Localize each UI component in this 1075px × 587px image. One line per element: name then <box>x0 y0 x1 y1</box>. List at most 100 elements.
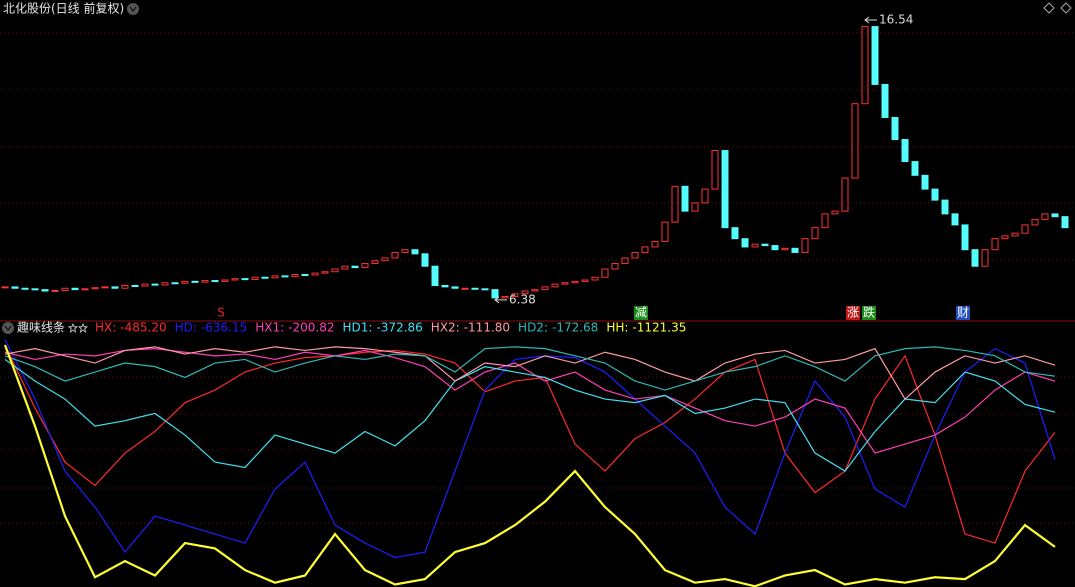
candle <box>461 287 469 290</box>
event-label: 跌 <box>863 305 875 320</box>
legend-value: -172.68 <box>552 321 598 335</box>
candle <box>961 224 969 251</box>
candle <box>221 279 229 282</box>
candle <box>901 139 909 163</box>
candle <box>231 278 239 281</box>
candle <box>331 268 339 273</box>
candle <box>181 280 189 284</box>
candle <box>881 83 889 118</box>
chart-title: 北化股份(日线 前复权) <box>3 1 124 16</box>
candle <box>531 289 539 292</box>
candle <box>191 280 199 283</box>
event-label: S <box>217 306 225 320</box>
candle <box>891 116 899 141</box>
candle <box>251 276 259 280</box>
star <box>67 322 79 334</box>
candle <box>1021 224 1029 234</box>
candle <box>1061 216 1069 229</box>
candle <box>431 265 439 286</box>
candle <box>571 280 579 284</box>
event-badge <box>846 306 860 320</box>
star <box>77 322 89 334</box>
candle <box>641 246 649 253</box>
legend-value: -636.15 <box>201 321 247 335</box>
candle <box>551 283 559 288</box>
candle <box>811 227 819 240</box>
event-label: 涨 <box>847 305 859 320</box>
indicator-line <box>3 344 1056 587</box>
candle <box>631 251 639 259</box>
legend-name: HD1: <box>343 321 373 335</box>
candle <box>1041 213 1049 220</box>
event-label: 减 <box>635 306 647 320</box>
candle <box>491 289 499 299</box>
candle <box>111 286 119 289</box>
legend-value: -111.80 <box>464 321 510 335</box>
candle <box>51 289 59 292</box>
candle <box>821 213 829 229</box>
candle <box>161 282 169 286</box>
candle <box>101 286 109 289</box>
candle <box>481 288 489 291</box>
diamond-button[interactable] <box>1060 2 1072 14</box>
stars <box>67 322 89 334</box>
menu-button[interactable] <box>127 3 139 15</box>
diamond-button[interactable] <box>1043 2 1055 14</box>
candle <box>741 238 749 248</box>
candle <box>311 272 319 276</box>
candle <box>581 279 589 282</box>
candle <box>391 251 399 259</box>
candle <box>541 286 549 291</box>
candle <box>341 265 349 270</box>
candle <box>701 188 709 204</box>
candle <box>1031 218 1039 226</box>
candle <box>621 257 629 264</box>
candle <box>931 188 939 201</box>
menu-icon <box>4 325 12 331</box>
candle <box>591 276 599 281</box>
candle <box>441 284 449 288</box>
candle <box>981 249 989 267</box>
indicator-line <box>4 339 1056 559</box>
candle <box>941 199 949 215</box>
candle <box>61 287 69 291</box>
candle <box>11 286 19 289</box>
candle <box>1051 213 1059 218</box>
candle <box>921 174 929 190</box>
indicator-menu[interactable] <box>2 322 14 334</box>
candle <box>671 185 679 223</box>
legend-value: -1121.35 <box>632 321 686 335</box>
candle <box>691 202 699 212</box>
candle <box>721 150 729 229</box>
candle <box>411 249 419 255</box>
candle <box>211 280 219 283</box>
legend-value: -372.86 <box>376 321 422 335</box>
candle <box>41 289 49 292</box>
candle <box>301 273 309 276</box>
event-badge <box>862 306 876 320</box>
candle <box>731 227 739 240</box>
candle <box>951 213 959 226</box>
event-label: 财 <box>957 306 969 320</box>
candle <box>651 240 659 248</box>
candle <box>381 257 389 262</box>
indicator-line <box>4 358 1056 472</box>
candle <box>151 283 159 286</box>
candle <box>761 243 769 247</box>
legend-name: HH: <box>606 321 628 335</box>
legend-value: -200.82 <box>288 321 334 335</box>
indicator-line <box>4 348 1056 454</box>
high-label: 16.54 <box>879 12 913 26</box>
low-label: 6.38 <box>509 292 536 306</box>
candle <box>871 26 879 85</box>
indicator-line <box>4 346 1056 400</box>
candle <box>511 293 519 298</box>
candle <box>681 185 689 212</box>
candle <box>601 268 609 278</box>
candle <box>561 282 569 285</box>
candle <box>401 249 409 253</box>
candle <box>31 288 39 291</box>
